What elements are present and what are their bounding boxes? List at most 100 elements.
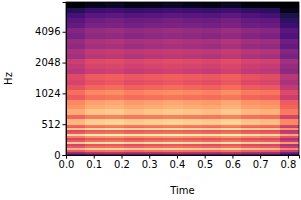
cell <box>260 54 280 59</box>
cell <box>85 43 105 49</box>
cell <box>241 28 261 34</box>
cell <box>85 114 105 119</box>
x-tick-label: 0.8 <box>280 159 296 170</box>
cell <box>202 94 222 99</box>
cell <box>66 33 86 39</box>
cell <box>105 94 125 99</box>
cell <box>124 58 144 64</box>
cell <box>260 114 280 119</box>
cell <box>105 119 125 125</box>
cell <box>280 104 299 109</box>
cell <box>260 79 280 84</box>
cell <box>105 68 125 74</box>
cell <box>144 2 164 8</box>
cell <box>260 64 280 69</box>
y-tick-label: 1024 <box>35 88 60 99</box>
cell <box>105 109 125 115</box>
cell <box>163 99 183 105</box>
cell <box>260 33 280 39</box>
cell <box>85 38 105 44</box>
cell <box>85 104 105 109</box>
cell <box>221 54 241 59</box>
cell <box>163 114 183 119</box>
y-tick-mark <box>63 155 67 156</box>
cell <box>163 54 183 59</box>
cell <box>144 85 164 90</box>
cell <box>105 104 125 109</box>
cell <box>221 64 241 69</box>
cell <box>163 119 183 125</box>
cell <box>144 104 164 109</box>
cell <box>202 119 222 125</box>
cell <box>241 49 261 54</box>
cell <box>183 58 203 64</box>
cell <box>221 33 241 39</box>
cell <box>85 64 105 69</box>
cell <box>221 23 241 28</box>
cell <box>183 74 203 80</box>
x-axis-title: Time <box>169 185 194 196</box>
cell <box>124 79 144 84</box>
cell <box>163 49 183 54</box>
cell <box>241 12 261 18</box>
cell <box>241 58 261 64</box>
cell <box>183 104 203 109</box>
cell <box>163 28 183 34</box>
cell <box>144 7 164 12</box>
cell <box>241 38 261 44</box>
cell <box>66 7 86 12</box>
cell <box>260 43 280 49</box>
cell <box>280 114 299 119</box>
cell <box>241 104 261 109</box>
cell <box>202 64 222 69</box>
cell <box>66 79 86 84</box>
cell <box>66 74 86 80</box>
y-tick: 512 <box>41 119 66 130</box>
chart: 0.00.10.20.30.40.50.60.70.80512102420484… <box>0 0 301 200</box>
cell <box>105 2 125 8</box>
cell <box>124 94 144 99</box>
cell <box>85 33 105 39</box>
cell <box>260 58 280 64</box>
cell <box>221 28 241 34</box>
cell <box>260 7 280 12</box>
cell <box>280 74 299 80</box>
cell <box>66 12 86 18</box>
cell <box>241 33 261 39</box>
cell <box>241 79 261 84</box>
cell <box>144 12 164 18</box>
y-tick-label: 4096 <box>35 26 60 37</box>
cell <box>183 119 203 125</box>
cell <box>183 79 203 84</box>
cell <box>183 89 203 94</box>
cell <box>183 54 203 59</box>
cell <box>280 2 299 8</box>
cell <box>163 74 183 80</box>
cell <box>105 114 125 119</box>
cell <box>85 12 105 18</box>
y-tick-mark <box>63 32 67 33</box>
cell <box>280 85 299 90</box>
cell <box>105 64 125 69</box>
cell <box>163 109 183 115</box>
cell <box>183 2 203 8</box>
cell <box>144 64 164 69</box>
cell <box>66 49 86 54</box>
x-tick: 0.5 <box>197 155 213 170</box>
cell <box>221 17 241 23</box>
cell <box>221 74 241 80</box>
cell <box>163 12 183 18</box>
x-tick-label: 0.1 <box>86 159 102 170</box>
cell <box>241 2 261 8</box>
cell <box>280 43 299 49</box>
cell <box>85 23 105 28</box>
cell <box>66 2 86 8</box>
cell <box>202 79 222 84</box>
cell <box>124 109 144 115</box>
cell <box>85 74 105 80</box>
x-tick-label: 0.3 <box>142 159 158 170</box>
cell <box>85 2 105 8</box>
cell <box>241 94 261 99</box>
y-tick-label: 0 <box>54 150 60 161</box>
cell <box>163 85 183 90</box>
